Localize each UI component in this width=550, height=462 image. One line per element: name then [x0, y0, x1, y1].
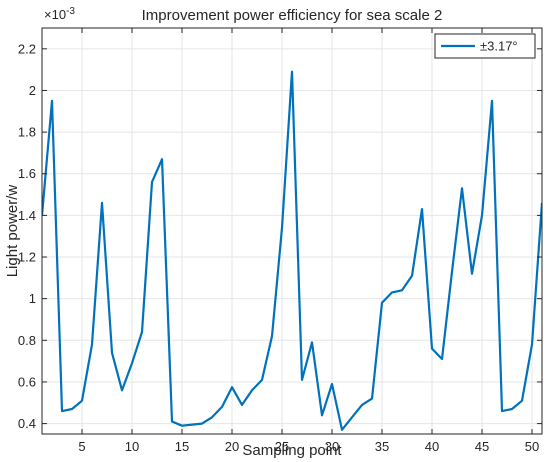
chart-title: Improvement power efficiency for sea sca… [142, 7, 443, 24]
x-tick-label: 45 [475, 439, 489, 454]
y-tick-label: 1.4 [18, 208, 36, 223]
y-tick-label: 0.6 [18, 374, 36, 389]
x-axis-title: Sampling point [242, 442, 342, 459]
series-line-0 [42, 70, 542, 431]
x-tick-label: 20 [225, 439, 239, 454]
x-tick-label: 15 [175, 439, 189, 454]
y-tick-label: 2.2 [18, 41, 36, 56]
y-tick-label: 1.2 [18, 250, 36, 265]
x-tick-label: 30 [325, 439, 339, 454]
series-layer [42, 70, 542, 431]
y-axis-title: Light power/w [4, 185, 21, 278]
y-axis-ticks: 0.4 0.6 0.8 1 1.2 1.4 1.6 1.8 2 2.2 [18, 41, 542, 431]
x-axis-ticks: 5 10 15 20 25 30 35 40 45 50 [78, 28, 539, 454]
x-tick-label: 10 [125, 439, 139, 454]
x-tick-label: 25 [275, 439, 289, 454]
y-tick-label: 1.8 [18, 125, 36, 140]
x-tick-label: 5 [78, 439, 85, 454]
y-tick-label: 1 [29, 291, 36, 306]
y-tick-label: 1.6 [18, 166, 36, 181]
y-tick-label: 0.8 [18, 333, 36, 348]
x-tick-label: 35 [375, 439, 389, 454]
y-axis-exponent-power: -3 [66, 6, 75, 17]
y-tick-label: 0.4 [18, 416, 36, 431]
x-tick-label: 50 [525, 439, 539, 454]
legend-label: ±3.17° [480, 39, 518, 54]
legend: ±3.17° [434, 33, 536, 59]
y-tick-label: 2 [29, 83, 36, 98]
plot-frame [41, 27, 543, 435]
y-axis-exponent: ×10-3 [44, 6, 75, 22]
x-tick-label: 40 [425, 439, 439, 454]
y-axis-exponent-base: ×10 [44, 7, 66, 22]
